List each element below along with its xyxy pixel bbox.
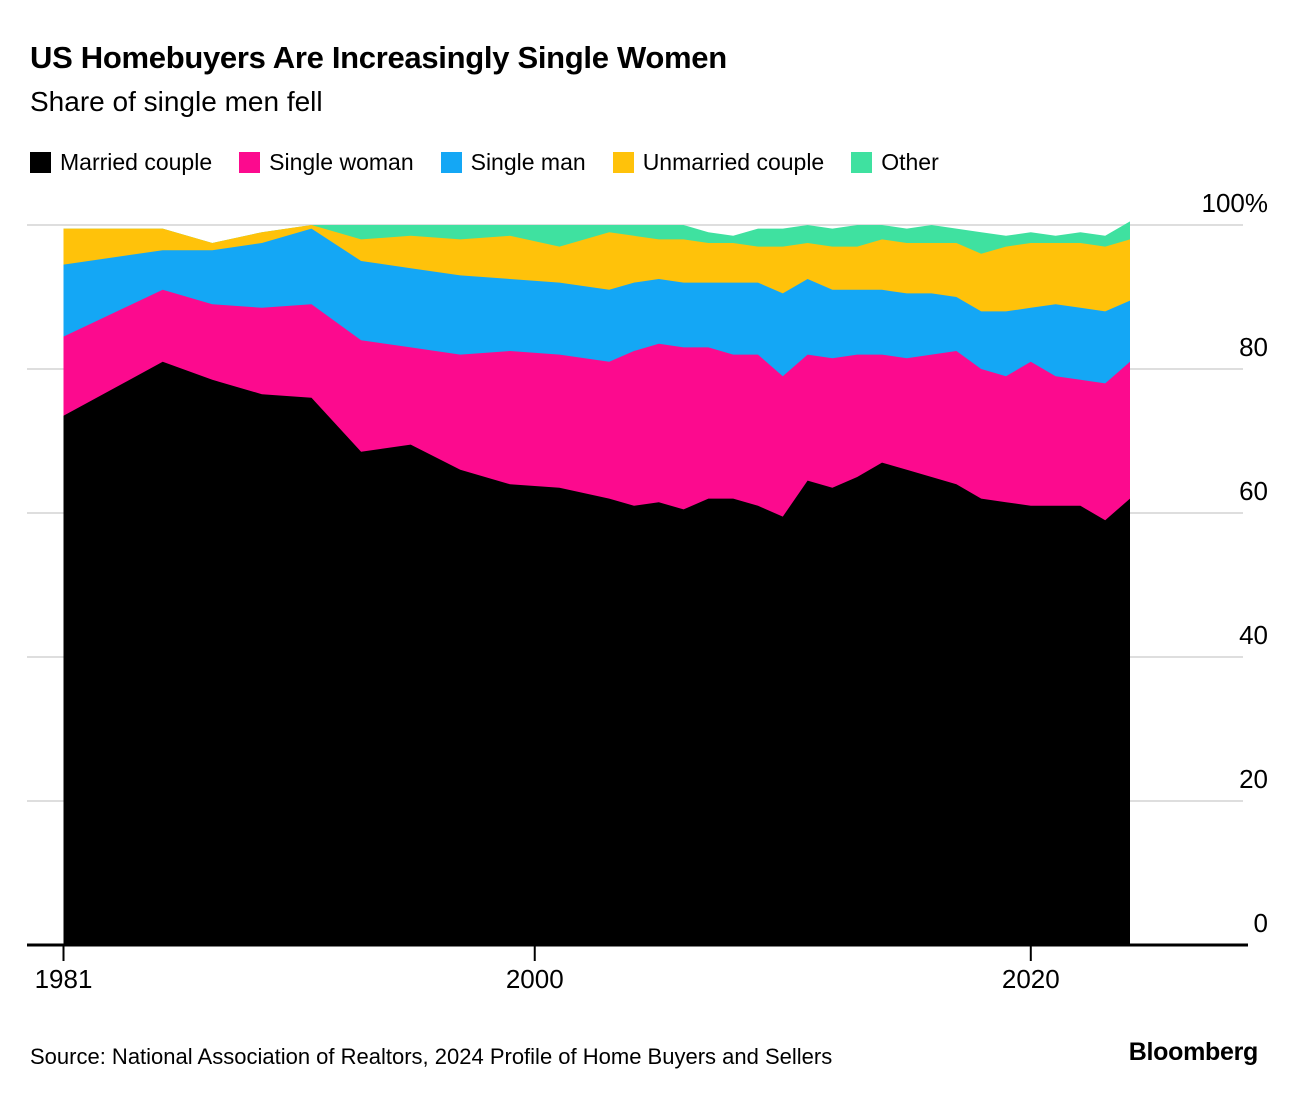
y-axis-label-20: 20 xyxy=(1239,764,1268,794)
legend-item-unmarried-couple: Unmarried couple xyxy=(612,149,825,176)
area-married-couple xyxy=(63,361,1130,945)
legend-swatch-single-man xyxy=(440,152,462,173)
page-subtitle: Share of single men fell xyxy=(30,86,323,117)
legend-swatch-other xyxy=(851,152,873,173)
legend-label: Married couple xyxy=(60,149,213,175)
legend-swatch-single-woman xyxy=(239,152,261,173)
legend-item-other: Other xyxy=(851,149,939,176)
legend-swatch-married-couple xyxy=(30,152,51,173)
y-axis-label-0: 0 xyxy=(1253,908,1268,938)
legend-item-single-man: Single man xyxy=(440,149,586,176)
legend-label: Single woman xyxy=(269,149,414,175)
legend-item-married-couple: Married couple xyxy=(30,149,212,176)
legend: Married couple Single woman Single man Unma… xyxy=(30,149,939,176)
x-axis-label-1981: 1981 xyxy=(34,964,93,994)
legend-item-single-woman: Single woman xyxy=(239,149,414,176)
legend-label: Other xyxy=(881,149,939,175)
source-note: Source: National Association of Realtors… xyxy=(30,1044,833,1069)
y-axis-label-40: 40 xyxy=(1239,620,1268,650)
x-axis-label-2000: 2000 xyxy=(505,964,564,994)
y-axis-label-100: 100% xyxy=(1201,188,1269,218)
bloomberg-logo: Bloomberg xyxy=(1128,1038,1259,1066)
legend-label: Unmarried couple xyxy=(642,149,825,175)
x-axis-label-2020: 2020 xyxy=(1001,964,1060,994)
page-title: US Homebuyers Are Increasingly Single Wo… xyxy=(30,40,727,75)
y-axis-label-60: 60 xyxy=(1239,476,1268,506)
legend-label: Single man xyxy=(470,149,586,175)
y-axis-label-80: 80 xyxy=(1239,332,1268,362)
legend-swatch-unmarried-couple xyxy=(612,152,634,173)
